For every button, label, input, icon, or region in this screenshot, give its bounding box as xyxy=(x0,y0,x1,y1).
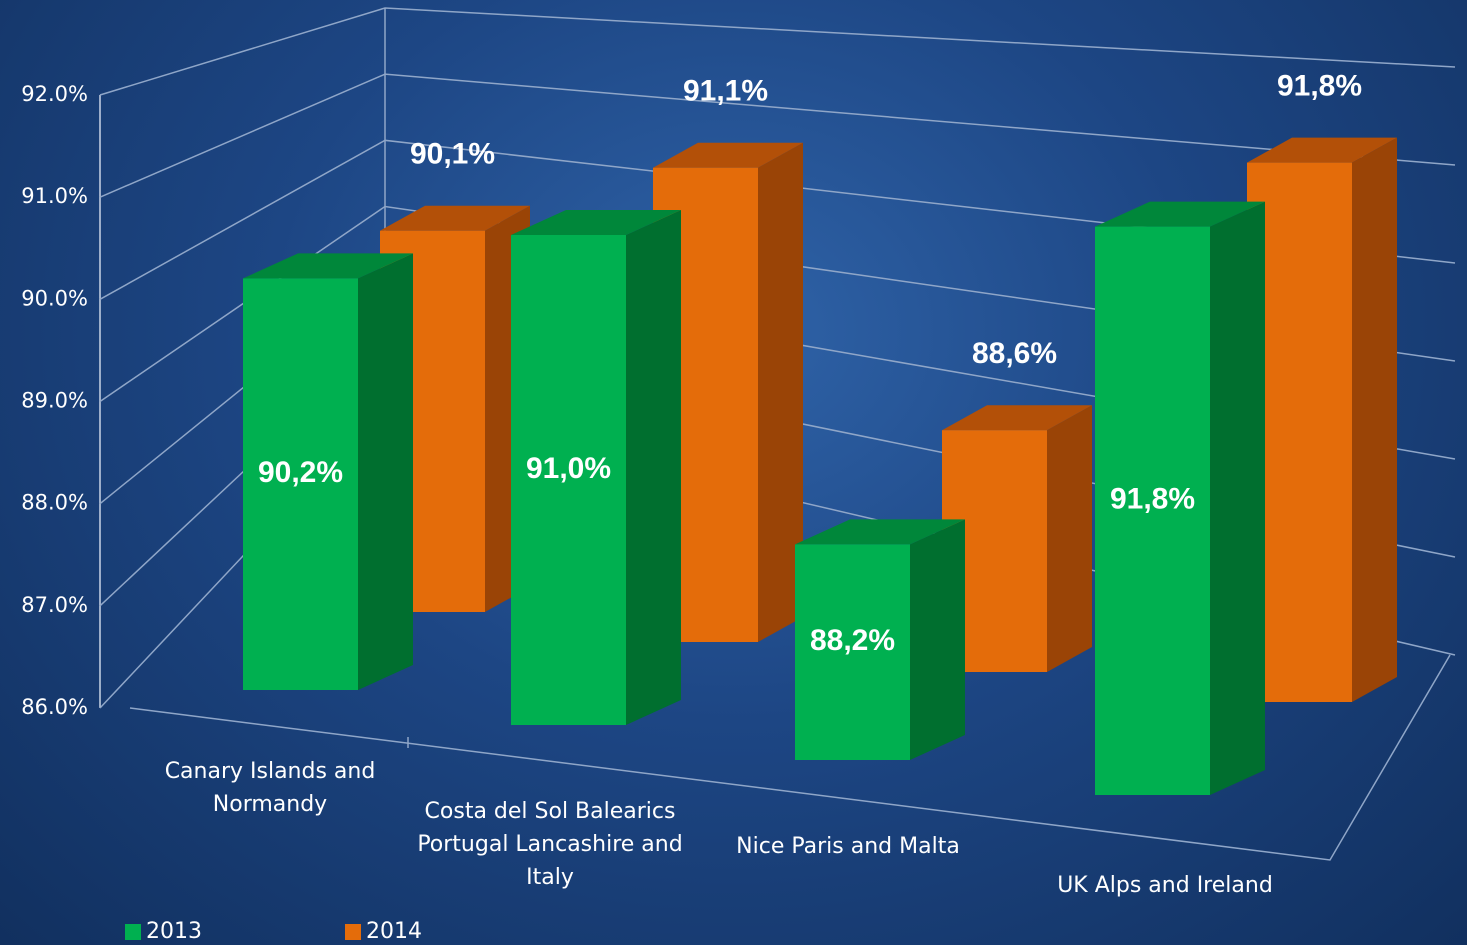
legend-item: 2014 xyxy=(345,919,422,944)
legend-label: 2013 xyxy=(146,919,202,944)
grid-line xyxy=(99,73,1456,198)
value-label: 91,1% xyxy=(683,75,768,108)
bar xyxy=(1095,201,1265,796)
y-tick-label: 88.0% xyxy=(21,491,88,515)
grid-line xyxy=(99,7,1456,96)
value-label: 91,8% xyxy=(1110,483,1195,516)
value-label: 90,1% xyxy=(410,138,495,171)
bar xyxy=(795,519,965,760)
y-tick-label: 86.0% xyxy=(21,695,88,719)
x-tick-label: Costa del Sol Balearics Portugal Lancash… xyxy=(417,799,683,890)
x-tick-label: Canary Islands and Normandy xyxy=(164,759,376,817)
legend-label: 2014 xyxy=(366,919,422,944)
bar xyxy=(243,253,413,690)
bar-side xyxy=(1210,201,1265,796)
legend-swatch xyxy=(345,923,361,940)
bar-side xyxy=(358,253,413,690)
y-tick-label: 87.0% xyxy=(21,593,88,617)
floor xyxy=(129,654,1451,861)
bar-top xyxy=(1095,201,1265,227)
bar xyxy=(511,210,681,725)
bar-front xyxy=(1095,226,1210,796)
x-tick-label: Nice Paris and Malta xyxy=(736,834,960,859)
value-label: 91,8% xyxy=(1277,70,1362,103)
bar-top xyxy=(380,205,530,231)
bar-side xyxy=(1047,405,1092,672)
y-tick-label: 91.0% xyxy=(21,184,88,208)
x-tick-label: UK Alps and Ireland xyxy=(1057,873,1273,898)
bar-top xyxy=(243,253,413,279)
y-tick-label: 92.0% xyxy=(21,82,88,106)
y-tick-label: 90.0% xyxy=(21,286,88,310)
value-label: 90,2% xyxy=(258,456,343,489)
value-label: 88,2% xyxy=(810,624,895,657)
bar xyxy=(1247,137,1397,703)
y-tick-label: 89.0% xyxy=(21,389,88,413)
bar-top xyxy=(511,210,681,235)
bar-side xyxy=(758,142,803,642)
bar-front xyxy=(795,544,910,760)
bar-top xyxy=(942,405,1092,431)
bar-front xyxy=(243,278,358,690)
bar-front xyxy=(511,235,626,725)
bar-top xyxy=(653,142,803,168)
value-label: 88,6% xyxy=(972,337,1057,370)
bar-top xyxy=(795,519,965,545)
bar-side xyxy=(626,210,681,725)
legend-swatch xyxy=(125,923,141,940)
value-label: 91,0% xyxy=(526,452,611,485)
legend-item: 2013 xyxy=(125,919,202,944)
bar-side xyxy=(910,519,965,760)
bar-side xyxy=(1352,137,1397,703)
grid-line xyxy=(99,139,1456,300)
bar-top xyxy=(1247,137,1397,163)
